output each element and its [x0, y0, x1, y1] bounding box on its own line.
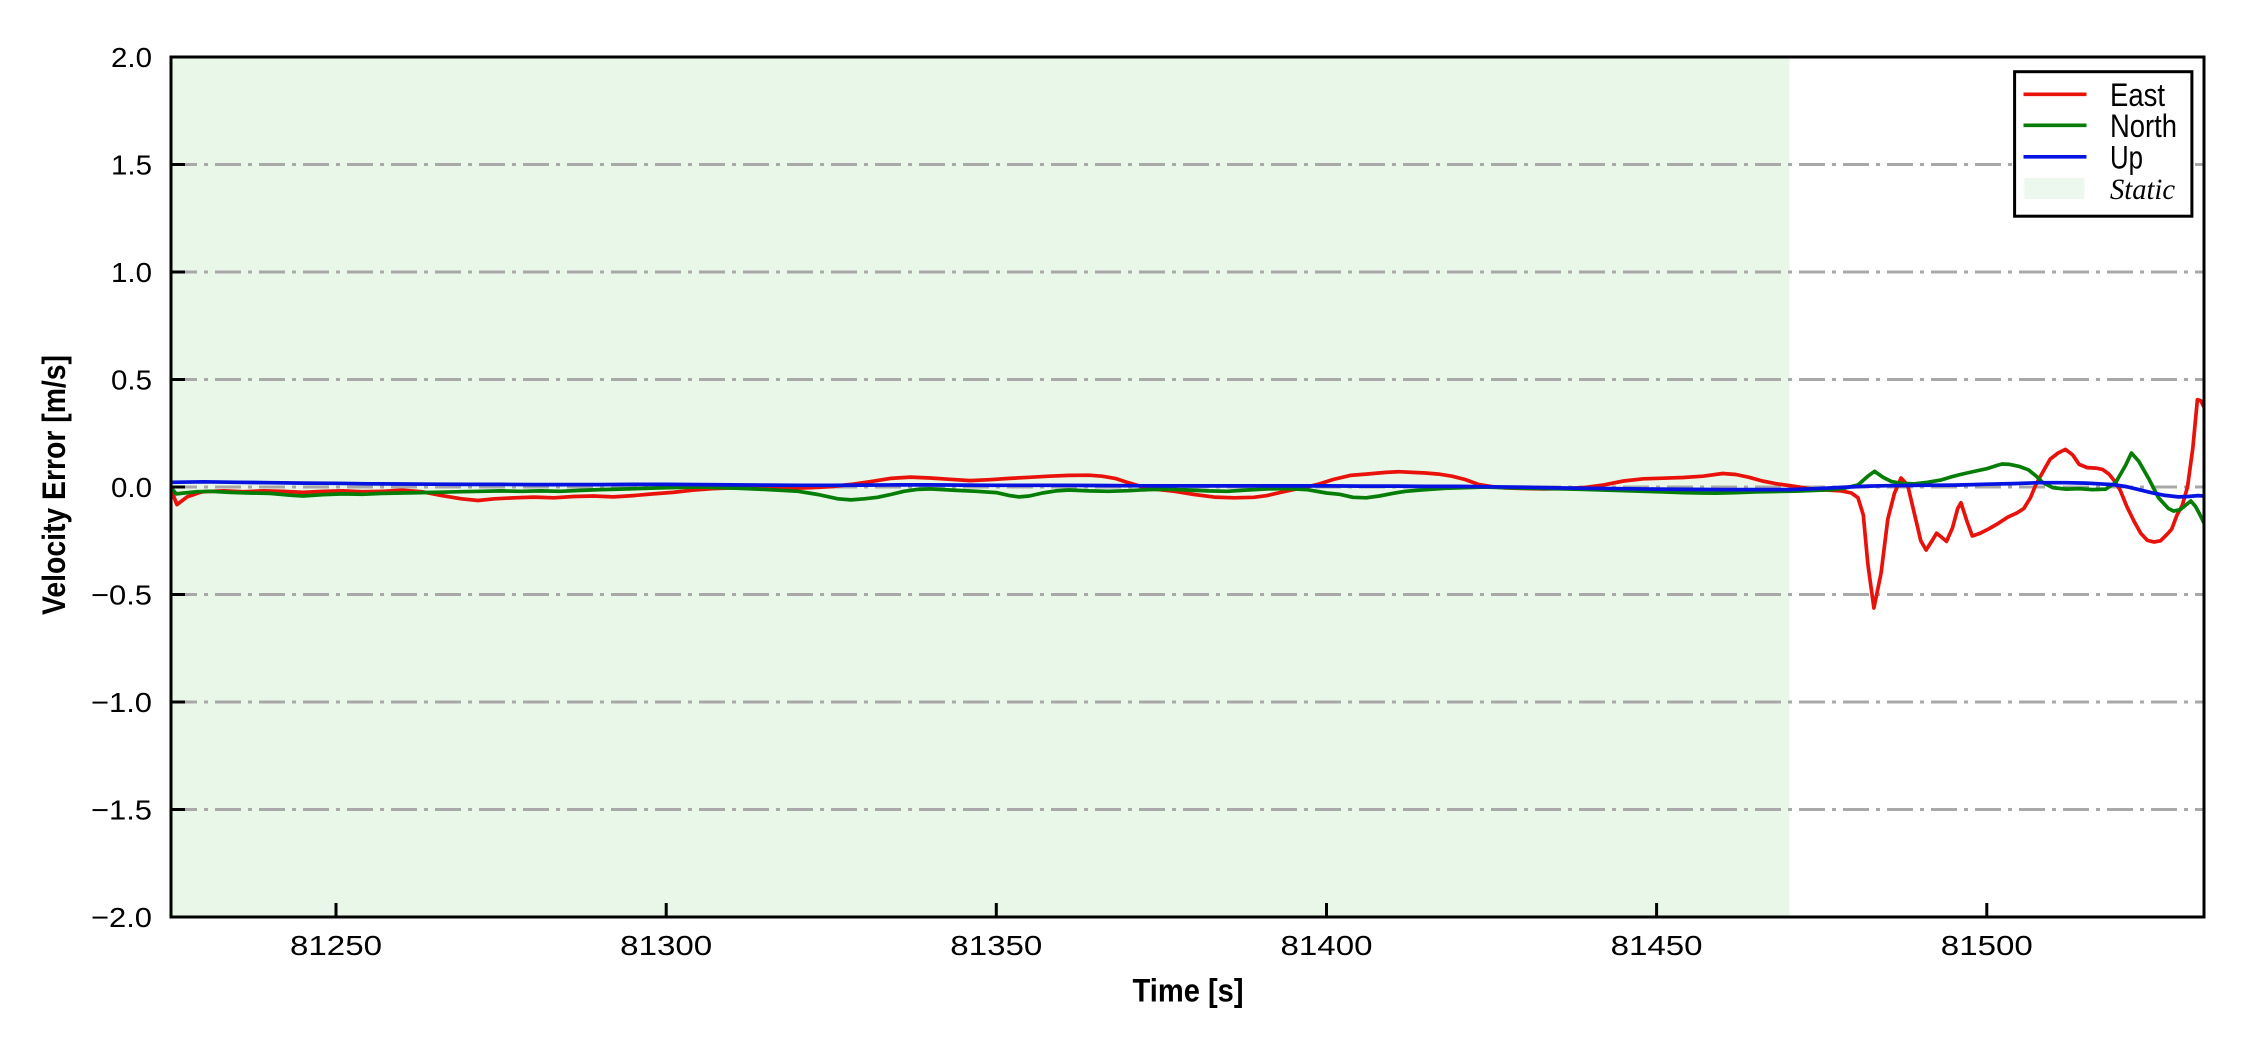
svg-text:−2.0: −2.0	[91, 902, 152, 933]
svg-text:2.0: 2.0	[111, 42, 152, 73]
svg-text:1.0: 1.0	[111, 257, 152, 288]
svg-text:Up: Up	[2110, 139, 2143, 175]
svg-text:0.5: 0.5	[111, 365, 152, 396]
svg-text:North: North	[2110, 108, 2177, 144]
svg-text:0.0: 0.0	[111, 472, 152, 503]
svg-text:Velocity Error [m/s]: Velocity Error [m/s]	[36, 355, 72, 615]
svg-text:−1.5: −1.5	[91, 795, 152, 826]
svg-text:81500: 81500	[1941, 930, 2033, 961]
svg-text:−0.5: −0.5	[91, 580, 152, 611]
svg-text:81250: 81250	[290, 930, 382, 961]
svg-text:Static: Static	[2110, 173, 2175, 206]
svg-text:81300: 81300	[620, 930, 712, 961]
svg-text:81400: 81400	[1281, 930, 1373, 961]
svg-text:Time [s]: Time [s]	[1133, 973, 1244, 1009]
svg-text:81350: 81350	[950, 930, 1042, 961]
svg-text:East: East	[2110, 77, 2165, 113]
svg-text:1.5: 1.5	[111, 150, 152, 181]
svg-text:−1.0: −1.0	[91, 687, 152, 718]
svg-text:81450: 81450	[1611, 930, 1703, 961]
